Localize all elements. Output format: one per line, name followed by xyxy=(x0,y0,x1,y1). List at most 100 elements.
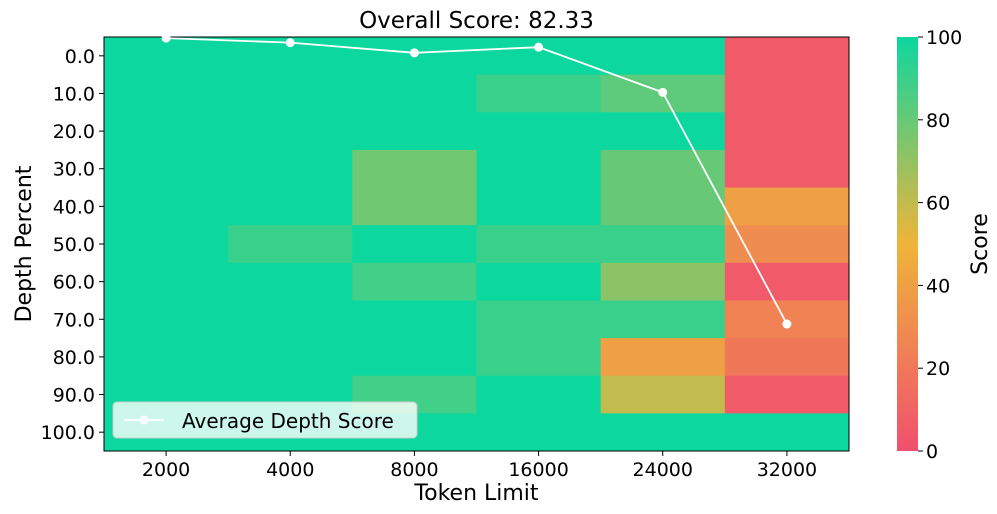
heatmap-cell xyxy=(104,300,229,339)
heatmap-cell xyxy=(104,112,229,151)
y-tick-label: 20.0 xyxy=(53,121,95,143)
heatmap-cell xyxy=(228,225,353,264)
heatmap-cell xyxy=(724,338,850,377)
heatmap-cell xyxy=(724,187,850,226)
heatmap-cell xyxy=(104,262,229,301)
colorbar-tick-label: 40 xyxy=(926,275,950,297)
heatmap-cell xyxy=(476,262,602,301)
heatmap-cell xyxy=(352,300,477,339)
y-tick-label: 10.0 xyxy=(53,83,95,105)
heatmap-cell xyxy=(724,112,850,151)
heatmap-cell xyxy=(104,338,229,377)
average-line-point xyxy=(409,48,419,58)
heatmap-cell xyxy=(600,149,726,189)
colorbar-tick-label: 100 xyxy=(926,27,962,49)
y-tick-label: 80.0 xyxy=(53,347,95,369)
legend-swatch-marker xyxy=(139,415,149,425)
heatmap-cell xyxy=(724,149,850,189)
chart-title: Overall Score: 82.33 xyxy=(359,8,594,34)
heatmap-cell xyxy=(600,262,726,301)
heatmap-cell xyxy=(352,149,477,189)
average-line-point xyxy=(534,42,544,52)
y-axis-label: Depth Percent xyxy=(12,165,37,322)
heatmap-cell xyxy=(228,74,353,113)
average-line-point xyxy=(782,319,792,329)
colorbar-tick-label: 0 xyxy=(926,441,938,463)
heatmap-cell xyxy=(476,112,602,151)
y-tick-label: 60.0 xyxy=(53,272,95,294)
heatmap-cell xyxy=(228,300,353,339)
heatmap-cell xyxy=(228,187,353,226)
heatmap-cell xyxy=(600,225,726,264)
colorbar-tick-label: 20 xyxy=(926,358,950,380)
average-line-path xyxy=(166,37,788,325)
heatmap-cell xyxy=(600,300,726,339)
x-axis-label: Token Limit xyxy=(413,481,539,506)
heatmap-cell xyxy=(228,262,353,301)
y-axis-ticks: 0.0 10.0 20.0 30.0 40.0 50.0 60.0 70.0 80.0 90.0 1… xyxy=(41,46,104,444)
heatmap-cell xyxy=(104,74,229,113)
heatmap-cell xyxy=(476,413,602,452)
x-tick-label: 8000 xyxy=(390,459,438,481)
heatmap-cells xyxy=(104,37,850,452)
y-tick-label: 90.0 xyxy=(53,385,95,407)
y-tick-label: 40.0 xyxy=(53,196,95,218)
legend: Average Depth Score xyxy=(112,401,418,439)
heatmap-cell xyxy=(476,375,602,414)
heatmap-cell xyxy=(352,74,477,113)
heatmap-cell xyxy=(104,149,229,189)
heatmap-cell xyxy=(352,225,477,264)
heatmap-cell xyxy=(724,37,850,76)
heatmap-cell xyxy=(104,37,229,76)
heatmap-cell xyxy=(352,187,477,226)
average-line-point xyxy=(285,38,295,48)
heatmap-cell xyxy=(600,37,726,76)
colorbar-tick-label: 80 xyxy=(926,110,950,132)
x-tick-label: 32000 xyxy=(757,459,817,481)
y-tick-label: 70.0 xyxy=(53,309,95,331)
heatmap-cell xyxy=(104,187,229,226)
average-line-point xyxy=(161,33,171,43)
heatmap-cell xyxy=(600,112,726,151)
heatmap-cell xyxy=(600,413,726,452)
y-tick-label: 30.0 xyxy=(53,159,95,181)
heatmap-cell xyxy=(228,338,353,377)
colorbar-tick-label: 60 xyxy=(926,193,950,215)
heatmap-cell xyxy=(104,225,229,264)
heatmap-cell xyxy=(600,338,726,377)
heatmap-cell xyxy=(724,225,850,264)
y-tick-label: 100.0 xyxy=(41,422,95,444)
heatmap-cell xyxy=(724,262,850,301)
x-tick-label: 2000 xyxy=(142,459,190,481)
heatmap-cell xyxy=(600,375,726,414)
colorbar-gradient xyxy=(897,37,918,451)
heatmap-cell xyxy=(352,262,477,301)
heatmap-cell xyxy=(476,149,602,189)
heatmap-cell xyxy=(352,112,477,151)
heatmap-cell xyxy=(228,149,353,189)
heatmap-cell xyxy=(476,187,602,226)
heatmap-cell xyxy=(352,338,477,377)
colorbar-label: Score xyxy=(968,213,993,275)
heatmap-cell xyxy=(476,338,602,377)
average-depth-score-line xyxy=(161,33,792,329)
y-tick-label: 50.0 xyxy=(53,234,95,256)
x-axis-ticks: 2000 4000 8000 16000 24000 32000 xyxy=(142,451,817,481)
heatmap-cell xyxy=(476,225,602,264)
colorbar: 0 20 40 60 80 100 Score xyxy=(897,27,993,463)
average-line-point xyxy=(658,87,668,97)
heatmap-cell xyxy=(476,74,602,113)
x-tick-label: 4000 xyxy=(266,459,314,481)
x-tick-label: 16000 xyxy=(508,459,568,481)
heatmap-cell xyxy=(476,300,602,339)
heatmap-cell xyxy=(724,375,850,414)
heatmap-cell xyxy=(600,187,726,226)
heatmap-cell xyxy=(724,413,850,452)
heatmap-cell xyxy=(228,112,353,151)
heatmap-cell xyxy=(724,300,850,339)
heatmap-cell xyxy=(724,74,850,113)
y-tick-label: 0.0 xyxy=(65,46,95,68)
legend-box xyxy=(112,401,418,439)
x-tick-label: 24000 xyxy=(633,459,693,481)
